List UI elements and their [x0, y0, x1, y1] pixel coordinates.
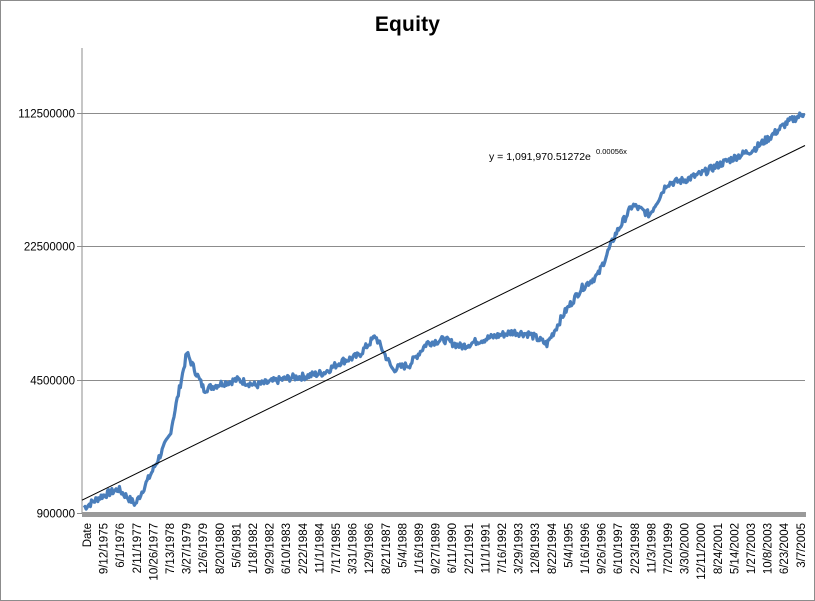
x-tick-label: 1/27/2003 [746, 523, 758, 574]
x-tick-label: 7/13/1978 [165, 523, 177, 574]
x-tick-label: 9/26/1996 [597, 523, 609, 574]
x-tick-label: 5/14/2002 [729, 523, 741, 574]
x-tick-label: 12/11/2000 [696, 523, 708, 580]
x-tick-label: 11/1/1991 [480, 523, 492, 573]
x-tick-label: 6/23/2004 [779, 522, 791, 574]
x-tick-label: 10/26/1977 [148, 523, 160, 581]
x-tick-label: 5/6/1981 [231, 523, 243, 568]
x-tick-label: 1/16/1996 [580, 523, 592, 574]
x-axis-line [82, 512, 806, 517]
x-tick-label: 11/1/1984 [314, 522, 326, 573]
x-tick-label: 12/6/1979 [198, 523, 210, 574]
chart-title: Equity [374, 13, 441, 36]
x-tick-label: 6/1/1976 [115, 523, 127, 568]
equity-series-path [82, 111, 806, 511]
x-tick-label: 10/8/2003 [763, 523, 775, 574]
y-tick-label: 900000 [37, 509, 75, 521]
x-tick-label: 3/30/2000 [680, 523, 692, 574]
x-tick-label: 7/20/1999 [663, 523, 675, 574]
x-tick-label: 8/20/1980 [215, 523, 227, 574]
x-tick-label: 1/18/1982 [248, 523, 260, 574]
x-tick-label: 2/23/1998 [630, 523, 642, 574]
x-tick-label: 12/9/1986 [364, 523, 376, 574]
trendline-equation-main: y = 1,091,970.51272e [489, 151, 591, 163]
x-tick-label: 6/10/1997 [613, 523, 625, 574]
x-tick-label: 9/12/1975 [99, 523, 111, 574]
y-tick-label: 22500000 [24, 242, 75, 254]
x-tick-label: 9/27/1989 [431, 523, 443, 574]
x-tick-label: 8/22/1994 [547, 522, 559, 574]
x-tick-label: 5/4/1995 [563, 523, 575, 568]
x-tick-label: 2/11/1977 [132, 523, 144, 573]
x-tick-label: 2/22/1984 [298, 522, 310, 574]
x-tick-label: 6/11/1990 [447, 523, 459, 573]
x-tick-label: 7/16/1992 [497, 523, 509, 574]
trendline [81, 145, 806, 501]
y-axis: 900000 4500000 22500000 112500000 [18, 48, 83, 521]
x-tick-label: 6/10/1983 [281, 523, 293, 574]
x-tick-label: 11/3/1998 [646, 523, 658, 573]
x-tick-label: 3/7/2005 [796, 523, 808, 568]
equity-line [82, 111, 806, 511]
trendline-path [81, 145, 806, 501]
x-tick-label: 7/17/1985 [331, 523, 343, 574]
x-tick-label: Date [82, 523, 94, 547]
x-tick-label: 8/24/2001 [713, 523, 725, 574]
x-tick-label: 3/31/1986 [348, 523, 360, 574]
trendline-equation-exponent: 0.00056x [596, 147, 627, 156]
x-axis: Date 9/12/1975 6/1/1976 2/11/1977 10/26/1977… [82, 512, 808, 581]
y-tick-label: 4500000 [30, 376, 75, 388]
x-tick-label: 3/29/1993 [514, 523, 526, 574]
x-tick-label: 5/4/1988 [397, 523, 409, 568]
x-tick-label: 12/8/1993 [530, 523, 542, 574]
x-tick-label: 3/27/1979 [182, 523, 194, 574]
x-tick-label: 1/16/1989 [414, 523, 426, 574]
x-tick-label: 2/21/1991 [464, 523, 476, 574]
x-tick-label: 9/29/1982 [265, 523, 277, 574]
y-tick-label: 112500000 [18, 109, 75, 121]
x-tick-label: 8/21/1987 [381, 523, 393, 574]
trendline-equation: y = 1,091,970.51272e 0.00056x [489, 147, 627, 163]
